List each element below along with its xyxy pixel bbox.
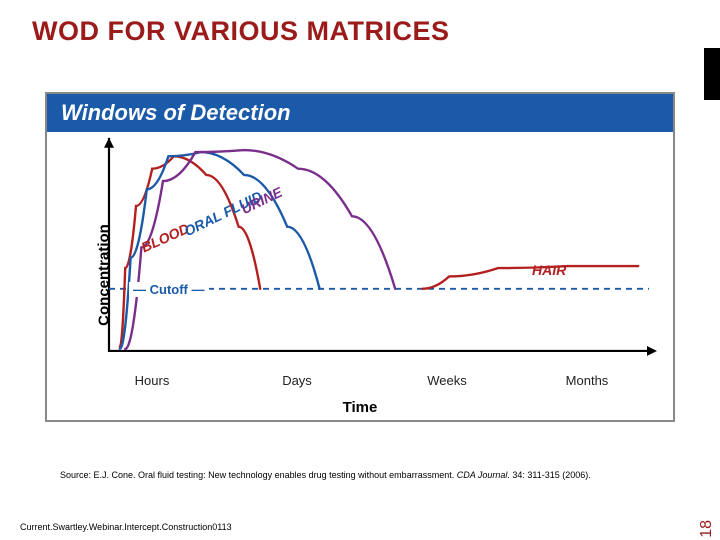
x-axis-label: Time — [343, 399, 378, 416]
x-tick-label: Hours — [135, 373, 170, 388]
page-number: 18 — [698, 520, 716, 538]
x-tick-label: Weeks — [427, 373, 467, 388]
source-suffix: . 34: 311-315 (2006). — [507, 470, 590, 480]
footer-text: Current.Swartley.Webinar.Intercept.Const… — [20, 522, 232, 532]
slide: WOD FOR VARIOUS MATRICES Windows of Dete… — [0, 0, 720, 540]
chart-header: Windows of Detection — [47, 94, 673, 132]
chart-container: Windows of Detection Concentration Time … — [45, 92, 675, 422]
source-citation: Source: E.J. Cone. Oral fluid testing: N… — [60, 470, 690, 480]
x-tick-label: Days — [282, 373, 312, 388]
slide-title: WOD FOR VARIOUS MATRICES — [32, 16, 450, 47]
source-italic: CDA Journal — [457, 470, 508, 480]
x-tick-label: Months — [566, 373, 609, 388]
y-axis-label: Concentration — [95, 224, 112, 326]
accent-bar — [704, 48, 720, 100]
cutoff-label: — Cutoff — — [129, 282, 209, 297]
cutoff-text: Cutoff — [150, 282, 188, 297]
source-prefix: Source: E.J. Cone. Oral fluid testing: N… — [60, 470, 457, 480]
chart-plot: Concentration Time HoursDaysWeeksMonths … — [47, 132, 673, 418]
series-label-hair: HAIR — [532, 262, 566, 278]
